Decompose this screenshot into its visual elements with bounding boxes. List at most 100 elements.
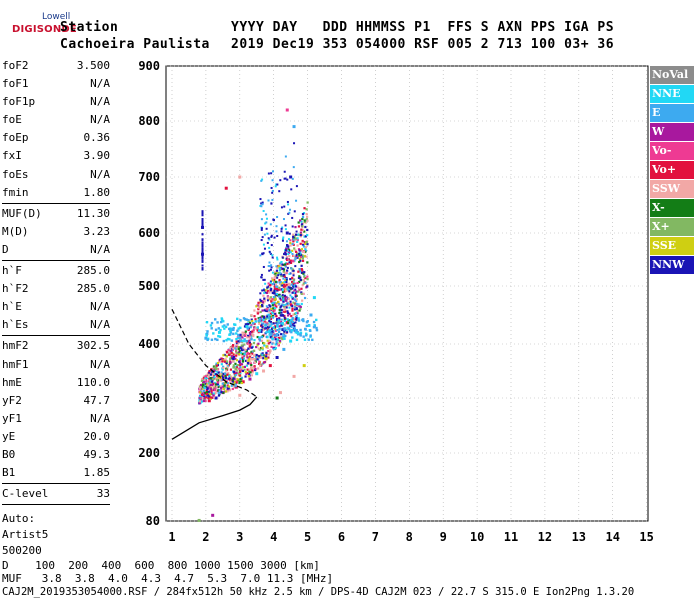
- grid-lines: [166, 65, 648, 522]
- echo-point: [276, 322, 279, 325]
- echo-point: [237, 340, 240, 343]
- echo-point: [295, 318, 298, 321]
- echo-point: [251, 330, 254, 333]
- echo-point: [201, 212, 204, 215]
- echo-point: [285, 299, 288, 302]
- echo-point: [276, 328, 279, 331]
- echo-point: [247, 357, 251, 360]
- echo-point: [279, 298, 283, 302]
- echo-point: [285, 255, 289, 259]
- echo-point: [297, 270, 300, 273]
- echo-point: [306, 219, 309, 222]
- echo-point: [279, 297, 282, 300]
- echo-point: [256, 358, 259, 361]
- echo-point: [304, 281, 307, 284]
- echo-point: [296, 240, 299, 243]
- y-tick-label: 400: [138, 337, 160, 351]
- echo-point: [248, 341, 251, 344]
- echo-point: [260, 179, 263, 182]
- echo-point: [238, 367, 241, 370]
- echo-point: [244, 323, 247, 326]
- param-value: N/A: [90, 167, 110, 181]
- echo-point: [223, 353, 226, 357]
- legend-item-nnw: NNW: [650, 256, 694, 274]
- echo-point: [219, 385, 222, 388]
- echo-point: [214, 318, 217, 321]
- echo-point: [217, 376, 221, 379]
- echo-point: [295, 317, 298, 320]
- echo-point: [300, 292, 303, 295]
- param-key: h`F2: [2, 282, 29, 296]
- echo-point: [214, 387, 217, 390]
- echo-point: [284, 288, 287, 291]
- echo-point: [248, 345, 252, 348]
- param-row: yE 20.0: [2, 428, 110, 446]
- echo-point: [225, 339, 228, 342]
- echo-point: [273, 276, 276, 279]
- echo-point: [242, 354, 245, 357]
- echo-point: [281, 321, 284, 325]
- echo-point: [283, 294, 286, 297]
- echo-point: [222, 339, 225, 343]
- echo-point: [294, 295, 297, 298]
- echo-point: [275, 320, 278, 324]
- echo-point: [281, 263, 284, 266]
- echo-point: [201, 210, 204, 213]
- echo-point: [278, 322, 281, 325]
- echo-point: [229, 327, 232, 330]
- echo-point: [241, 336, 244, 339]
- echo-point: [209, 324, 213, 327]
- echo-point: [261, 347, 264, 350]
- echo-point: [246, 371, 249, 375]
- echo-point: [202, 376, 205, 379]
- echo-point: [214, 328, 218, 331]
- echo-point: [300, 271, 304, 274]
- param-value: N/A: [90, 95, 110, 109]
- echo-point: [243, 325, 247, 328]
- echo-point: [276, 256, 279, 259]
- echo-point: [231, 379, 234, 382]
- echo-point: [315, 318, 318, 322]
- echo-point: [223, 327, 226, 330]
- echo-point: [211, 380, 214, 383]
- echo-point: [206, 375, 210, 378]
- echo-point: [200, 393, 204, 397]
- echo-point: [290, 330, 293, 334]
- param-separator: [2, 504, 110, 506]
- echo-point: [283, 205, 286, 208]
- echo-point: [244, 348, 247, 351]
- echo-point: [261, 289, 264, 292]
- legend-item-vo: Vo+: [650, 161, 694, 179]
- param-row: B1 1.85: [2, 464, 110, 482]
- echo-point: [270, 186, 273, 189]
- echo-point: [301, 257, 305, 260]
- echo-point: [249, 371, 252, 374]
- echo-point: [230, 339, 234, 342]
- echo-point: [260, 328, 263, 331]
- echo-point: [258, 336, 261, 339]
- echo-point: [234, 362, 237, 365]
- echo-point: [273, 334, 277, 337]
- echo-point: [284, 247, 288, 250]
- echo-point: [289, 303, 292, 306]
- echo-point: [282, 270, 285, 273]
- echo-point: [221, 358, 225, 361]
- echo-point: [232, 326, 235, 330]
- echo-point: [269, 317, 273, 320]
- param-value: N/A: [90, 318, 110, 332]
- echo-point: [216, 361, 220, 365]
- echo-point: [251, 371, 254, 374]
- echo-point: [289, 239, 292, 242]
- echo-point: [275, 294, 278, 297]
- echo-point: [278, 303, 281, 306]
- echo-point: [271, 290, 274, 293]
- clevel-row: C-level 33: [2, 485, 110, 503]
- echo-point: [231, 360, 235, 363]
- echo-point: [231, 348, 234, 352]
- echo-point: [277, 329, 281, 332]
- echo-point: [201, 255, 204, 258]
- echo-point: [304, 249, 308, 252]
- echo-point: [241, 331, 244, 334]
- echo-point: [202, 399, 205, 403]
- echo-point: [239, 339, 242, 342]
